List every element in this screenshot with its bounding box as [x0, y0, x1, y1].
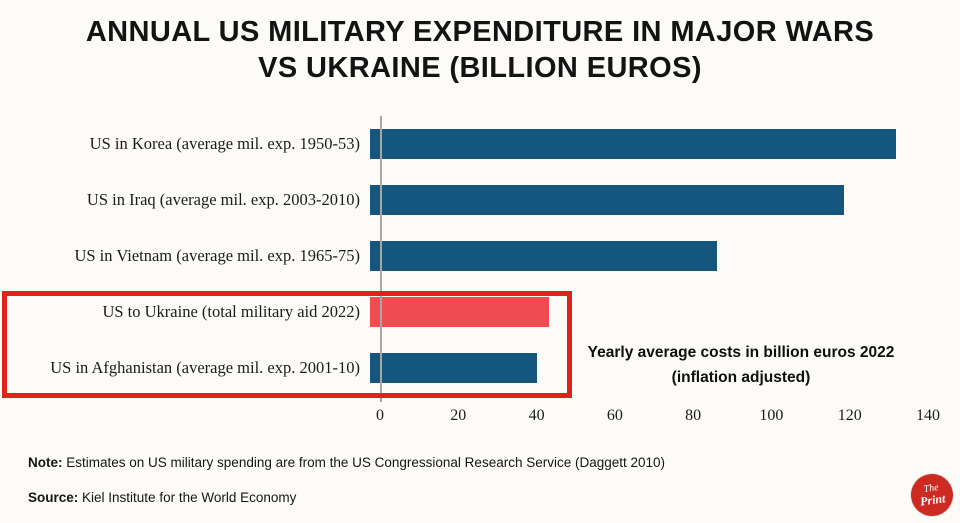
note-label: Note: — [28, 455, 63, 470]
chart-title-line2: VS UKRAINE (BILLION EUROS) — [258, 52, 702, 84]
y-axis-line — [380, 116, 382, 402]
source-label: Source: — [28, 490, 79, 505]
chart-row: US to Ukraine (total military aid 2022) — [0, 284, 928, 340]
x-tick-label: 80 — [685, 407, 702, 424]
annotation-line2: (inflation adjusted) — [671, 369, 811, 386]
chart-title-line1: ANNUAL US MILITARY EXPENDITURE IN MAJOR … — [85, 16, 875, 48]
theprint-logo: The Print — [908, 471, 956, 519]
bar-track — [370, 185, 928, 215]
x-tick-label: 100 — [759, 407, 784, 424]
category-label: US in Afghanistan (average mil. exp. 200… — [50, 358, 360, 377]
note-text: Note: Estimates on US military spending … — [28, 455, 665, 470]
x-tick-label: 20 — [450, 407, 467, 424]
x-tick-label: 140 — [916, 407, 940, 424]
source-body: Kiel Institute for the World Economy — [82, 490, 297, 505]
theprint-logo-line2: Print — [919, 491, 947, 509]
bar — [370, 241, 717, 271]
x-axis: 0 20 40 60 80 100 120 140 — [376, 407, 940, 429]
bar-track — [370, 241, 928, 271]
source-text: Source: Kiel Institute for the World Eco… — [28, 490, 296, 505]
x-tick-label: 40 — [528, 407, 545, 424]
bar — [370, 353, 538, 383]
annotation-line1: Yearly average costs in billion euros 20… — [587, 344, 895, 361]
chart-row: US in Iraq (average mil. exp. 2003-2010) — [0, 172, 928, 228]
category-label: US in Iraq (average mil. exp. 2003-2010) — [86, 190, 360, 209]
note-body: Estimates on US military spending are fr… — [66, 455, 666, 470]
chart-row: US in Afghanistan (average mil. exp. 200… — [0, 340, 928, 396]
chart-title: ANNUAL US MILITARY EXPENDITURE IN MAJOR … — [0, 14, 960, 86]
bar-track — [370, 129, 928, 159]
bar — [370, 185, 845, 215]
bar — [370, 129, 897, 159]
category-label: US in Vietnam (average mil. exp. 1965-75… — [74, 246, 360, 265]
x-tick-label: 120 — [837, 407, 862, 424]
bar-track — [370, 297, 928, 327]
chart-row: US in Vietnam (average mil. exp. 1965-75… — [0, 228, 928, 284]
category-label: US to Ukraine (total military aid 2022) — [102, 302, 360, 321]
bar-chart: US in Korea (average mil. exp. 1950-53) U… — [0, 116, 928, 396]
x-tick-label: 0 — [376, 407, 384, 424]
x-tick-label: 60 — [606, 407, 623, 424]
category-label: US in Korea (average mil. exp. 1950-53) — [89, 134, 360, 153]
bar — [370, 297, 550, 327]
bar-track — [370, 353, 928, 383]
chart-annotation: Yearly average costs in billion euros 20… — [556, 340, 926, 390]
chart-row: US in Korea (average mil. exp. 1950-53) — [0, 116, 928, 172]
